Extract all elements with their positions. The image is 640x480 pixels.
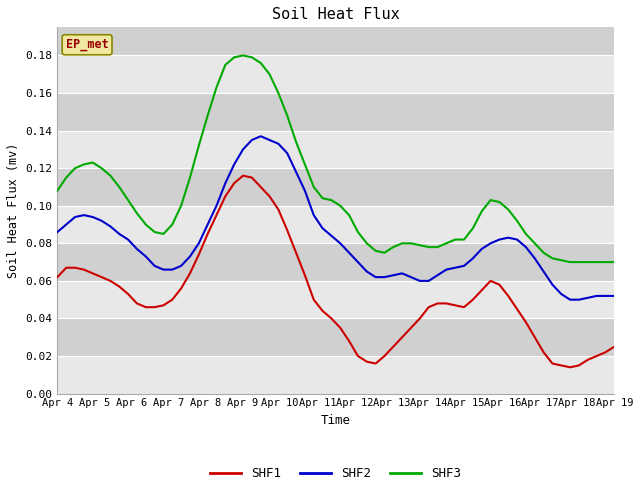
SHF3: [54, 188, 61, 193]
SHF2: [566, 297, 574, 302]
SHF2: [257, 133, 264, 139]
Title: Soil Heat Flux: Soil Heat Flux: [272, 7, 400, 22]
Bar: [58, 318, 614, 356]
SHF2: [611, 293, 618, 299]
SHF3: [611, 259, 618, 265]
Legend: SHF1, SHF2, SHF3: SHF1, SHF2, SHF3: [205, 462, 467, 480]
X-axis label: Time: Time: [321, 414, 351, 427]
SHF1: [416, 315, 424, 321]
Y-axis label: Soil Heat Flux (mv): Soil Heat Flux (mv): [7, 143, 20, 278]
SHF1: [239, 173, 247, 179]
Line: SHF3: SHF3: [58, 56, 614, 262]
SHF1: [425, 304, 433, 310]
SHF3: [566, 259, 574, 265]
SHF1: [611, 344, 618, 349]
Bar: [58, 243, 614, 281]
SHF3: [292, 139, 300, 145]
Bar: [58, 281, 614, 318]
SHF2: [416, 278, 424, 284]
SHF2: [425, 278, 433, 284]
Line: SHF2: SHF2: [58, 136, 614, 300]
Bar: [58, 206, 614, 243]
SHF2: [54, 229, 61, 235]
SHF2: [292, 169, 300, 175]
SHF3: [416, 242, 424, 248]
SHF1: [372, 360, 380, 366]
SHF2: [372, 274, 380, 280]
SHF3: [124, 197, 132, 203]
Bar: [58, 27, 614, 56]
Bar: [58, 56, 614, 93]
SHF3: [425, 244, 433, 250]
SHF1: [54, 274, 61, 280]
SHF2: [337, 240, 344, 246]
Bar: [58, 93, 614, 131]
Bar: [58, 356, 614, 394]
Line: SHF1: SHF1: [58, 176, 614, 367]
SHF3: [337, 203, 344, 209]
SHF3: [239, 53, 247, 59]
SHF1: [337, 325, 344, 331]
SHF1: [292, 250, 300, 255]
SHF2: [124, 237, 132, 242]
Bar: [58, 168, 614, 206]
Text: EP_met: EP_met: [66, 38, 108, 51]
Bar: [58, 131, 614, 168]
SHF3: [372, 248, 380, 254]
SHF1: [124, 291, 132, 297]
SHF1: [566, 364, 574, 370]
